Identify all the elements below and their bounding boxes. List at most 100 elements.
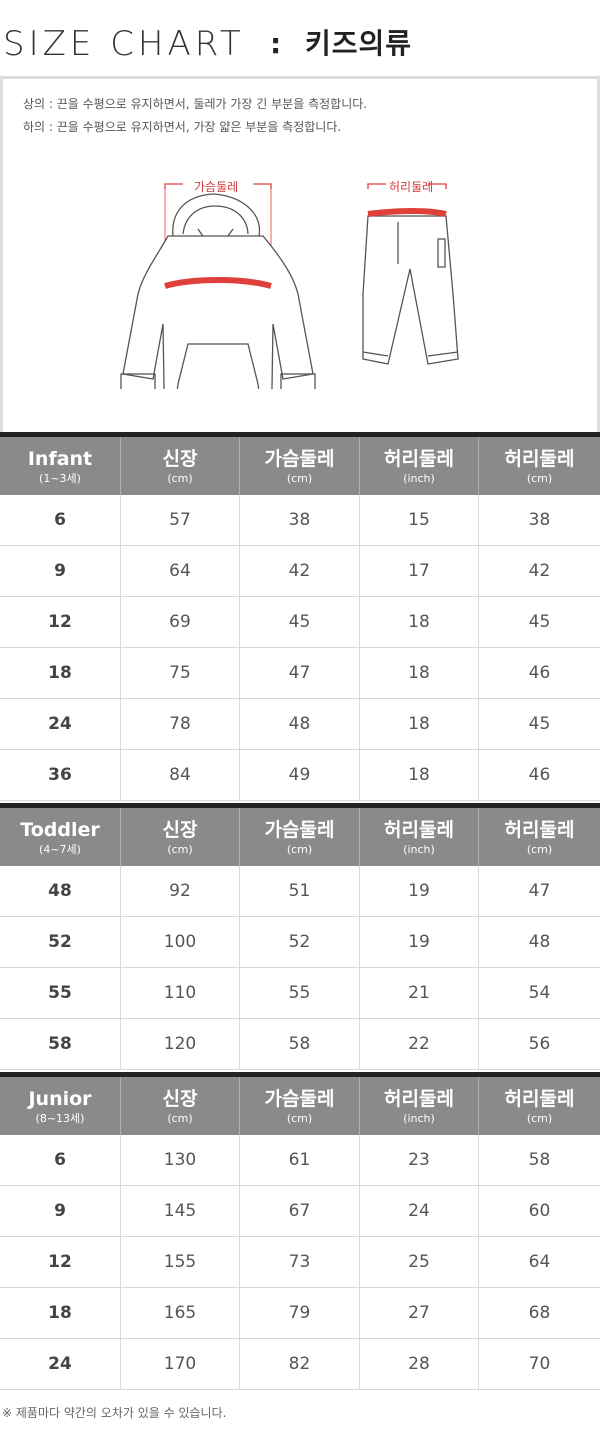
cell-value: 46 xyxy=(528,765,551,785)
column-title: 신장 xyxy=(162,818,198,841)
column-unit: (cm) xyxy=(286,471,313,485)
column-header: 가슴둘레 (cm) xyxy=(240,1077,360,1135)
note-top-garment: 상의 : 끈을 수평으로 유지하면서, 둘레가 가장 긴 부분을 측정합니다. xyxy=(23,97,368,111)
cell-value: 19 xyxy=(408,881,430,901)
table-body: 48 92 51 19 47 52 100 52 19 48 55 110 55 21 54 58 120 58 2… xyxy=(0,866,600,1070)
measurement-cell: 38 xyxy=(479,495,600,546)
column-unit: (cm) xyxy=(526,471,553,485)
measurement-cell: 46 xyxy=(479,750,600,801)
measurement-cell: 57 xyxy=(121,495,240,546)
measurement-cell: 54 xyxy=(479,968,600,1019)
measurement-cell: 38 xyxy=(240,495,360,546)
group-name: Junior xyxy=(28,1087,92,1110)
column-header: 허리둘레 (inch) xyxy=(360,437,479,495)
group-header: Toddler (4~7세) xyxy=(0,808,121,866)
cell-value: 45 xyxy=(528,714,551,734)
cell-value: 18 xyxy=(408,612,430,632)
group-name: Infant xyxy=(27,447,93,470)
cell-value: 15 xyxy=(408,510,430,530)
cell-value: 22 xyxy=(408,1034,430,1054)
measurement-cell: 24 xyxy=(360,1186,479,1237)
table-header: Infant (1~3세) 신장 (cm) 가슴둘레 (cm) 허리둘레 (inch)… xyxy=(0,437,600,495)
table-row: 6 57 38 15 38 xyxy=(0,495,600,546)
cell-value: 19 xyxy=(408,932,430,952)
cell-value: 48 xyxy=(528,932,551,952)
cell-value: 78 xyxy=(169,714,191,734)
table-header: Junior (8~13세) 신장 (cm) 가슴둘레 (cm) 허리둘레 (inch… xyxy=(0,1077,600,1135)
cell-value: 58 xyxy=(528,1150,551,1170)
cell-value: 75 xyxy=(169,663,191,683)
size-cell: 6 xyxy=(0,1135,121,1186)
cell-value: 27 xyxy=(408,1303,430,1323)
measurement-cell: 78 xyxy=(121,699,240,750)
cell-value: 60 xyxy=(528,1201,551,1221)
measurement-cell: 67 xyxy=(240,1186,360,1237)
size-cell: 55 xyxy=(0,968,121,1019)
column-title: 허리둘레 xyxy=(504,1087,575,1110)
measurement-cell: 84 xyxy=(121,750,240,801)
column-title: 신장 xyxy=(162,1087,198,1110)
column-header: 허리둘레 (cm) xyxy=(479,808,600,866)
table-body: 6 130 61 23 58 9 145 67 24 60 12 155 73 25 64 18 165 79 27… xyxy=(0,1135,600,1390)
cell-value: 38 xyxy=(288,510,311,530)
cell-value: 17 xyxy=(408,561,430,581)
size-cell: 36 xyxy=(0,750,121,801)
measurement-guide: 상의 : 끈을 수평으로 유지하면서, 둘레가 가장 긴 부분을 측정합니다. … xyxy=(0,76,600,450)
column-title: 신장 xyxy=(162,447,198,470)
column-title: 가슴둘레 xyxy=(264,447,335,470)
measurement-cell: 18 xyxy=(360,699,479,750)
waist-label: 허리둘레 xyxy=(389,180,434,194)
measurement-cell: 22 xyxy=(360,1019,479,1070)
measurement-cell: 45 xyxy=(240,597,360,648)
cell-value: 6 xyxy=(54,510,66,530)
table-row: 52 100 52 19 48 xyxy=(0,917,600,968)
measurement-cell: 55 xyxy=(240,968,360,1019)
cell-value: 120 xyxy=(163,1034,197,1054)
measurement-cell: 23 xyxy=(360,1135,479,1186)
table-row: 24 170 82 28 70 xyxy=(0,1339,600,1390)
cell-value: 79 xyxy=(288,1303,311,1323)
column-header: 신장 (cm) xyxy=(121,1077,240,1135)
cell-value: 42 xyxy=(288,561,311,581)
measurement-cell: 145 xyxy=(121,1186,240,1237)
measurement-cell: 110 xyxy=(121,968,240,1019)
cell-value: 49 xyxy=(288,765,311,785)
chest-label: 가슴둘레 xyxy=(194,180,239,194)
measurement-cell: 58 xyxy=(240,1019,360,1070)
size-cell: 18 xyxy=(0,648,121,699)
measurement-cell: 130 xyxy=(121,1135,240,1186)
footnote: ※ 제품마다 약간의 오차가 있을 수 있습니다. xyxy=(2,1406,227,1420)
column-unit: (inch) xyxy=(403,842,435,856)
title-korean: : 키즈의류 xyxy=(270,24,412,64)
measurement-cell: 46 xyxy=(479,648,600,699)
table-row: 9 145 67 24 60 xyxy=(0,1186,600,1237)
measurement-cell: 45 xyxy=(479,699,600,750)
table-body: 6 57 38 15 38 9 64 42 17 42 12 69 45 18 45 18 75 47 18 46 24… xyxy=(0,495,600,801)
group-age-range: (4~7세) xyxy=(39,842,81,856)
measurement-cell: 15 xyxy=(360,495,479,546)
measurement-cell: 21 xyxy=(360,968,479,1019)
group-header: Infant (1~3세) xyxy=(0,437,121,495)
measurement-cell: 170 xyxy=(121,1339,240,1390)
cell-value: 130 xyxy=(163,1150,197,1170)
measurement-cell: 61 xyxy=(240,1135,360,1186)
column-unit: (cm) xyxy=(526,1111,553,1125)
measurement-cell: 58 xyxy=(479,1135,600,1186)
cell-value: 12 xyxy=(48,612,72,632)
measurement-cell: 56 xyxy=(479,1019,600,1070)
measurement-cell: 64 xyxy=(479,1237,600,1288)
column-title: 허리둘레 xyxy=(504,447,575,470)
cell-value: 38 xyxy=(528,510,551,530)
size-cell: 18 xyxy=(0,1288,121,1339)
measurement-cell: 155 xyxy=(121,1237,240,1288)
measurement-cell: 25 xyxy=(360,1237,479,1288)
size-cell: 58 xyxy=(0,1019,121,1070)
cell-value: 12 xyxy=(48,1252,72,1272)
note-bottom-garment: 하의 : 끈을 수평으로 유지하면서, 가장 얇은 부분을 측정합니다. xyxy=(23,120,342,134)
measurement-cell: 60 xyxy=(479,1186,600,1237)
measurement-cell: 73 xyxy=(240,1237,360,1288)
measurement-cell: 42 xyxy=(240,546,360,597)
column-title: 허리둘레 xyxy=(384,818,454,841)
table-row: 18 75 47 18 46 xyxy=(0,648,600,699)
column-title: 허리둘레 xyxy=(504,818,575,841)
